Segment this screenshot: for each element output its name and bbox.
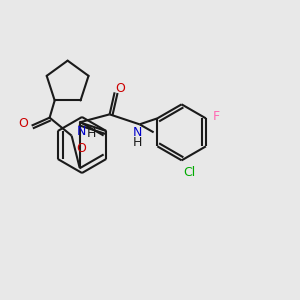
- Text: Cl: Cl: [184, 166, 196, 179]
- Text: O: O: [19, 117, 28, 130]
- Text: H: H: [133, 136, 142, 149]
- Text: O: O: [116, 82, 126, 95]
- Text: H: H: [87, 127, 96, 140]
- Text: N: N: [77, 125, 86, 138]
- Text: N: N: [133, 126, 142, 139]
- Text: F: F: [212, 110, 219, 123]
- Text: O: O: [77, 142, 87, 154]
